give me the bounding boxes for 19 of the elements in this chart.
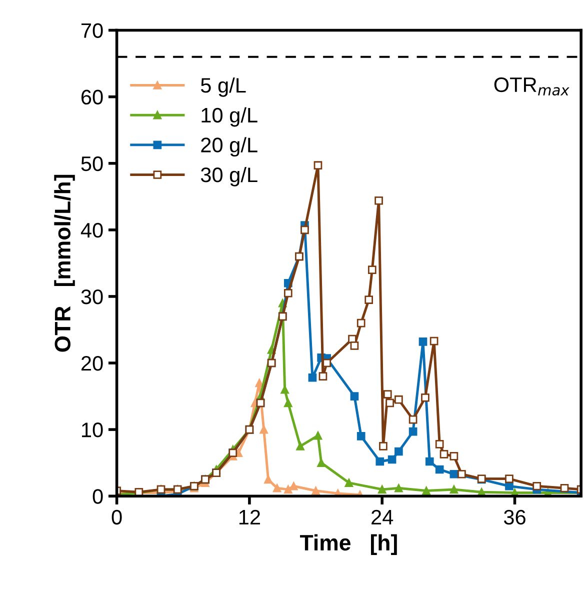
legend-label: 30 g/L <box>200 166 258 186</box>
x-axis-title: Time [h] <box>300 534 397 555</box>
y-axis-title: OTR [mmol/L/h] <box>54 174 75 352</box>
x-tick-label: 0 <box>112 510 122 525</box>
ref-line-label: OTR$_{max}$ <box>494 77 570 96</box>
y-tick-label: 0 <box>92 489 103 504</box>
y-tick-label: 70 <box>82 23 103 38</box>
y-tick-label: 10 <box>82 422 103 438</box>
x-tick-label: 24 <box>372 510 394 524</box>
y-tick-label: 40 <box>80 222 103 238</box>
x-tick-label: 12 <box>239 510 260 524</box>
y-tick-label: 60 <box>81 90 103 105</box>
y-tick-label: 30 <box>81 289 103 304</box>
legend-label: 10 g/L <box>202 107 258 127</box>
y-tick-label: 20 <box>81 356 103 371</box>
legend-label: 20 g/L <box>201 137 258 157</box>
y-tick-label: 50 <box>81 156 103 172</box>
x-tick-label: 36 <box>504 510 526 525</box>
legend-label: 5 g/L <box>200 77 246 97</box>
